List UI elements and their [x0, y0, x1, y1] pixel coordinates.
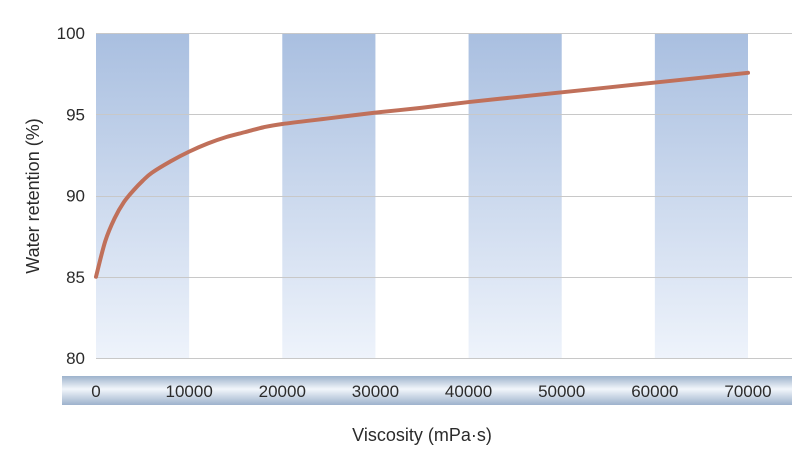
y-tick-label: 85 [66, 268, 85, 287]
x-axis-strip [62, 376, 792, 405]
y-tick-label: 80 [66, 349, 85, 368]
y-tick-label: 100 [57, 24, 85, 43]
y-tick-labels: 80 85 90 95 100 [57, 24, 85, 368]
shaded-band [282, 33, 376, 358]
x-axis-label: Viscosity (mPa·s) [352, 425, 492, 445]
y-tick-label: 90 [66, 187, 85, 206]
gridlines [96, 33, 792, 359]
y-tick-label: 95 [66, 105, 85, 124]
shaded-band [96, 33, 190, 358]
shaded-bands [96, 33, 748, 358]
x-tick-label: 10000 [166, 382, 213, 401]
x-tick-label: 70000 [724, 382, 771, 401]
series-line [94, 70, 750, 279]
shaded-band [468, 33, 562, 358]
x-tick-label: 30000 [352, 382, 399, 401]
series [94, 70, 750, 279]
x-tick-label: 60000 [631, 382, 678, 401]
x-tick-label: 0 [91, 382, 100, 401]
x-tick-label: 40000 [445, 382, 492, 401]
y-axis-label: Water retention (%) [23, 118, 43, 273]
x-tick-labels: 0 10000 20000 30000 40000 50000 60000 70000 [91, 382, 771, 401]
x-tick-label: 20000 [259, 382, 306, 401]
x-tick-label: 50000 [538, 382, 585, 401]
shaded-band [654, 33, 748, 358]
